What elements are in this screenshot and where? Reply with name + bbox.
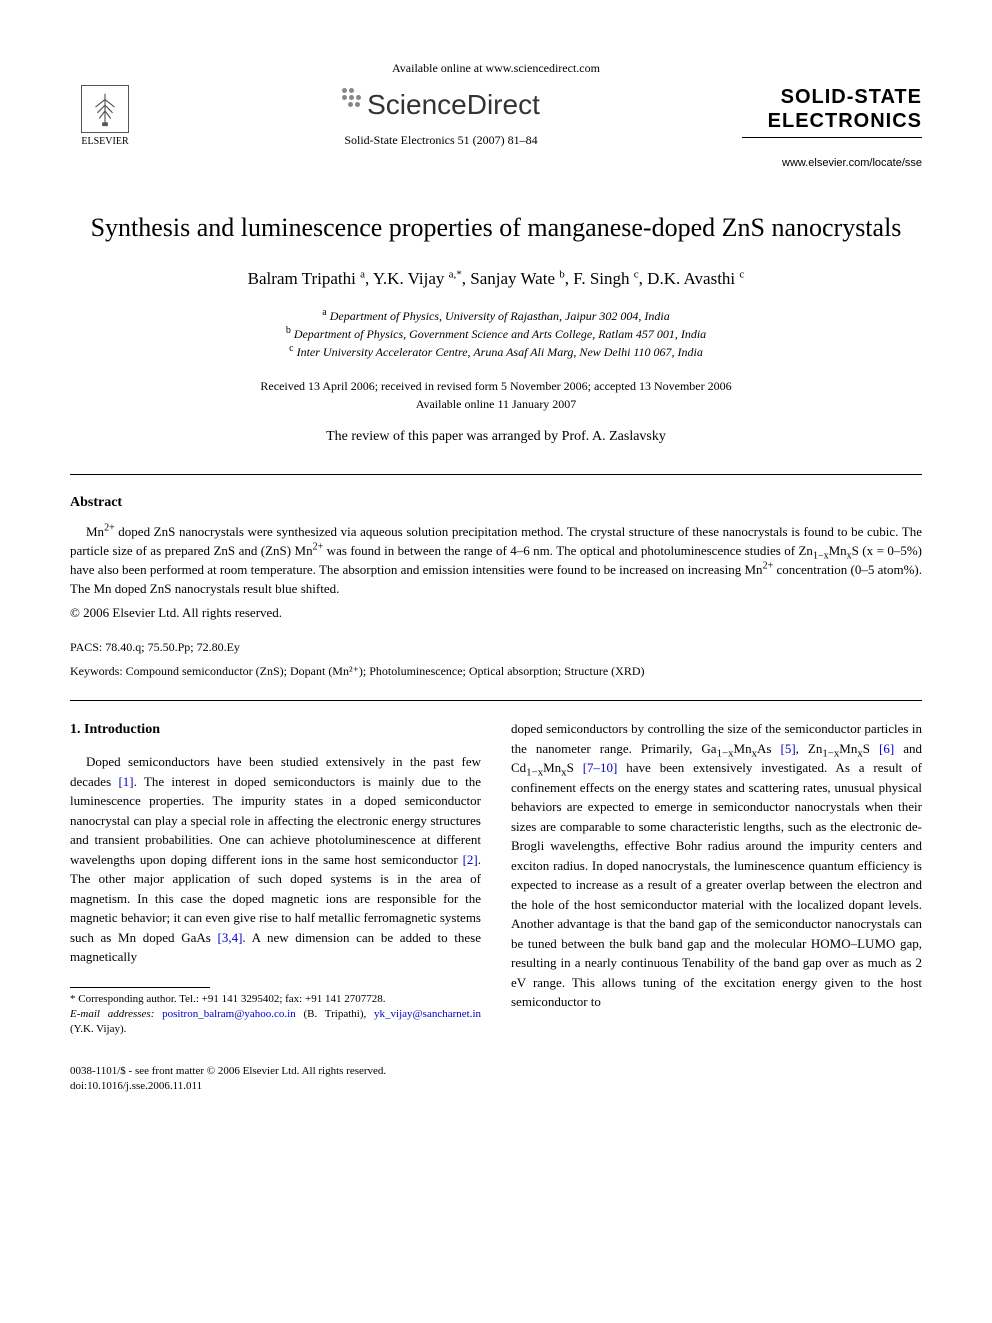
journal-name-line1: SOLID-STATE — [742, 85, 922, 109]
pacs-value: 78.40.q; 75.50.Pp; 72.80.Ey — [105, 640, 240, 654]
keywords-line: Keywords: Compound semiconductor (ZnS); … — [70, 663, 922, 680]
journal-url: www.elsevier.com/locate/sse — [742, 156, 922, 171]
footer-line1: 0038-1101/$ - see front matter © 2006 El… — [70, 1064, 922, 1079]
section-1-col2-para: doped semiconductors by controlling the … — [511, 719, 922, 1012]
affiliations: a Department of Physics, University of R… — [70, 307, 922, 361]
journal-name-line2: ELECTRONICS — [742, 109, 922, 133]
affiliation-b: b Department of Physics, Government Scie… — [70, 325, 922, 343]
abstract-bottom-rule — [70, 700, 922, 701]
footnote-corr: * Corresponding author. Tel.: +91 141 32… — [70, 992, 481, 1007]
dates-line1: Received 13 April 2006; received in revi… — [70, 377, 922, 395]
affiliation-c: c Inter University Accelerator Centre, A… — [70, 343, 922, 361]
sciencedirect-logo: ScienceDirect — [140, 85, 742, 124]
abstract-heading: Abstract — [70, 493, 922, 513]
authors-line: Balram Tripathi a, Y.K. Vijay a,*, Sanja… — [70, 267, 922, 291]
pacs-line: PACS: 78.40.q; 75.50.Pp; 72.80.Ey — [70, 639, 922, 656]
sd-dots-icon — [342, 88, 361, 122]
keywords-label: Keywords: — [70, 664, 123, 678]
dates-line2: Available online 11 January 2007 — [70, 395, 922, 413]
column-left: 1. Introduction Doped semiconductors hav… — [70, 719, 481, 1038]
pacs-label: PACS: — [70, 640, 102, 654]
sciencedirect-text: ScienceDirect — [367, 85, 540, 124]
body-two-column: 1. Introduction Doped semiconductors hav… — [70, 719, 922, 1038]
abstract-copyright: © 2006 Elsevier Ltd. All rights reserved… — [70, 604, 922, 622]
review-note: The review of this paper was arranged by… — [70, 427, 922, 447]
affiliation-a: a Department of Physics, University of R… — [70, 307, 922, 325]
footnote-rule — [70, 987, 210, 988]
section-1-col1-para: Doped semiconductors have been studied e… — [70, 752, 481, 967]
available-online-text: Available online at www.sciencedirect.co… — [70, 60, 922, 77]
footer-line2: doi:10.1016/j.sse.2006.11.011 — [70, 1079, 922, 1094]
article-title: Synthesis and luminescence properties of… — [70, 211, 922, 245]
abstract-body: Mn2+ doped ZnS nanocrystals were synthes… — [70, 523, 922, 598]
abstract-top-rule — [70, 474, 922, 475]
journal-name-box: SOLID-STATE ELECTRONICS www.elsevier.com… — [742, 85, 922, 171]
email-link-2[interactable]: yk_vijay@sancharnet.in — [374, 1008, 481, 1020]
elsevier-logo: ELSEVIER — [70, 85, 140, 149]
sciencedirect-block: ScienceDirect Solid-State Electronics 51… — [140, 85, 742, 149]
section-1-heading: 1. Introduction — [70, 719, 481, 740]
elsevier-tree-icon — [81, 85, 129, 133]
footnote-emails: E-mail addresses: positron_balram@yahoo.… — [70, 1007, 481, 1038]
email-link-1[interactable]: positron_balram@yahoo.co.in — [162, 1008, 296, 1020]
journal-reference: Solid-State Electronics 51 (2007) 81–84 — [140, 132, 742, 149]
journal-divider — [742, 137, 922, 138]
header-row: ELSEVIER ScienceDirect Solid-State Elect… — [70, 85, 922, 171]
column-right: doped semiconductors by controlling the … — [511, 719, 922, 1038]
keywords-value: Compound semiconductor (ZnS); Dopant (Mn… — [126, 664, 645, 678]
elsevier-label: ELSEVIER — [70, 135, 140, 149]
article-dates: Received 13 April 2006; received in revi… — [70, 377, 922, 413]
corresponding-author-footnote: * Corresponding author. Tel.: +91 141 32… — [70, 992, 481, 1038]
page-footer: 0038-1101/$ - see front matter © 2006 El… — [70, 1064, 922, 1095]
